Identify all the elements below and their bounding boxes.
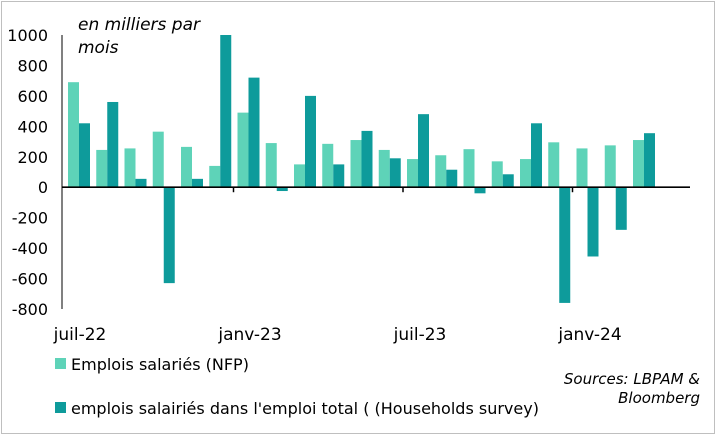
bar-nfp-2024-02 [604,145,616,188]
legend-label-nfp: Emplois salariés (NFP) [71,355,249,374]
y-tick-label: 400 [17,117,48,136]
unit-label-line1: en milliers par [78,15,201,35]
x-tick-label: juil-23 [393,325,447,345]
bar-households-2023-10 [502,174,514,188]
bar-nfp-2022-10 [152,131,164,188]
x-tick-label: juil-22 [53,325,107,345]
legend-swatch-households [55,402,66,413]
bar-nfp-2023-03 [294,164,305,188]
bar-nfp-2023-07 [407,159,418,188]
bar-households-2023-01 [248,77,260,188]
bar-households-2023-12 [559,187,571,303]
x-tick-label: janv-23 [217,325,281,345]
bar-households-2023-02 [276,187,288,192]
bar-nfp-2022-09 [124,148,136,188]
bar-households-2023-07 [418,114,429,188]
bar-nfp-2024-03 [633,140,644,188]
bar-nfp-2022-07 [68,82,79,188]
bar-nfp-2023-06 [378,149,390,188]
bar-nfp-2022-11 [181,146,192,188]
y-tick-label: -600 [12,270,48,289]
bar-households-2024-01 [587,187,599,257]
bar-nfp-2022-08 [96,149,108,188]
bar-nfp-2023-11 [520,159,531,188]
y-tick-label: 800 [17,56,48,75]
bar-nfp-2024-01 [576,148,588,188]
y-tick-label: -200 [12,209,48,228]
legend-swatch-nfp [55,358,66,369]
unit-label-line2: mois [78,38,119,58]
bar-households-2022-12 [220,35,232,188]
x-tick-label: janv-24 [557,325,621,345]
bar-households-2023-06 [389,158,401,188]
bar-households-2023-04 [333,164,345,188]
sources-line1: Sources: LBPAM & [564,370,700,388]
bar-nfp-2023-09 [463,149,475,188]
legend-label-households: emplois salairiés dans l'emploi total ( … [71,399,539,418]
bar-households-2023-09 [474,187,486,194]
bar-nfp-2023-02 [265,143,277,188]
y-tick-label: -400 [12,239,48,258]
bar-nfp-2023-04 [322,143,334,188]
sources-line2: Bloomberg [618,389,700,407]
bar-households-2023-03 [305,95,316,188]
bar-nfp-2023-01 [237,112,249,188]
bar-households-2023-08 [446,169,458,188]
bar-households-2024-03 [644,133,655,188]
y-tick-label: 600 [17,87,48,106]
y-tick-label: 200 [17,148,48,167]
y-tick-label: 0 [38,178,48,197]
bar-households-2022-07 [79,123,90,188]
bar-nfp-2023-12 [548,142,560,188]
y-tick-label: -800 [12,300,48,319]
bar-households-2024-02 [615,187,627,230]
bar-households-2022-11 [192,178,203,188]
bar-households-2023-11 [531,123,542,188]
bar-households-2022-08 [107,101,119,188]
bar-households-2022-09 [135,178,147,188]
bar-nfp-2022-12 [209,165,221,188]
y-tick-label: 1000 [7,26,48,45]
bar-nfp-2023-10 [491,161,503,188]
bar-nfp-2023-08 [435,155,447,188]
bar-households-2022-10 [163,187,175,284]
bar-households-2023-05 [361,130,373,188]
bar-nfp-2023-05 [350,140,362,188]
